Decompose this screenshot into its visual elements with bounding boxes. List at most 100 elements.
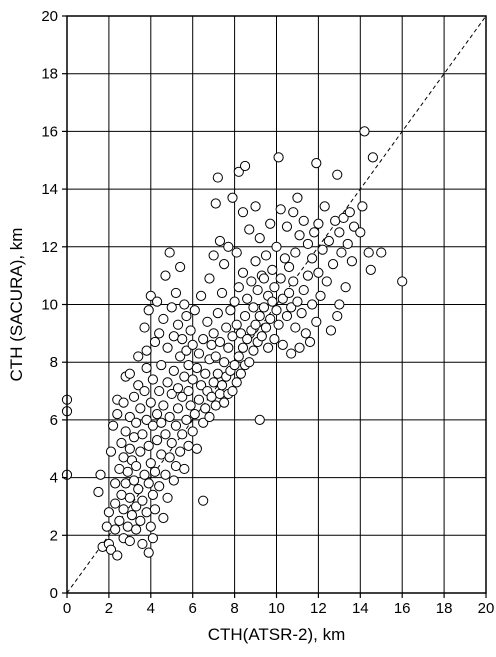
y-tick-label: 10: [41, 297, 58, 314]
data-point: [141, 414, 152, 425]
data-point: [181, 414, 192, 425]
data-point: [143, 547, 154, 558]
y-tick-labels: 0 2 4 6 8 10 12 14 16 18 20: [41, 8, 58, 602]
data-point: [164, 411, 175, 423]
data-point: [208, 328, 219, 339]
data-point: [154, 481, 165, 492]
data-point: [216, 287, 228, 299]
y-axis-label: CTH (SACURA), km: [7, 228, 26, 382]
data-point: [139, 322, 150, 333]
data-point: [233, 351, 244, 362]
data-point: [348, 221, 360, 232]
data-point: [283, 261, 295, 273]
data-point: [206, 391, 217, 402]
data-point: [239, 160, 251, 172]
data-point: [95, 469, 106, 480]
data-point: [114, 463, 125, 475]
data-point: [212, 172, 223, 183]
data-point: [124, 492, 135, 503]
data-point: [216, 380, 228, 391]
data-point: [332, 169, 343, 180]
data-point: [344, 207, 355, 218]
y-tick-label: 12: [41, 239, 58, 256]
data-point: [118, 452, 129, 463]
data-point: [168, 331, 179, 342]
data-point: [311, 316, 322, 327]
data-point: [162, 342, 173, 353]
data-point: [156, 359, 167, 371]
data-point: [275, 273, 286, 284]
data-point: [107, 420, 119, 431]
data-point: [139, 469, 150, 480]
data-point: [128, 391, 140, 402]
data-point: [105, 544, 117, 555]
data-point: [277, 293, 288, 304]
data-point: [175, 261, 186, 273]
data-point: [172, 403, 184, 414]
data-point: [254, 233, 265, 244]
data-point: [198, 334, 209, 345]
data-point: [141, 507, 152, 518]
data-point: [277, 339, 288, 350]
data-point: [250, 201, 261, 212]
data-point: [189, 409, 200, 420]
data-point: [336, 247, 347, 258]
data-point: [248, 302, 259, 313]
x-tick-label: 16: [394, 600, 411, 617]
data-point: [160, 469, 171, 480]
data-point: [363, 247, 374, 258]
data-point: [154, 385, 165, 397]
data-point: [101, 521, 112, 532]
data-point: [252, 284, 263, 296]
data-point: [321, 276, 332, 287]
data-point: [275, 204, 286, 215]
data-point: [208, 377, 219, 388]
data-point: [271, 305, 282, 316]
x-tick-label: 0: [63, 600, 71, 617]
data-point: [170, 460, 182, 472]
x-tick-label: 6: [189, 600, 197, 617]
data-point: [151, 434, 163, 446]
data-point: [116, 437, 127, 449]
data-point: [189, 305, 200, 316]
data-point: [166, 302, 177, 313]
data-point: [191, 443, 202, 454]
data-point: [313, 267, 324, 278]
data-point: [195, 380, 207, 391]
data-point: [151, 409, 163, 420]
data-point: [346, 256, 358, 267]
data-point: [212, 308, 223, 319]
data-point: [210, 400, 221, 411]
data-point: [175, 446, 186, 457]
data-point: [200, 368, 211, 379]
data-point: [225, 305, 236, 316]
data-point: [177, 391, 188, 402]
data-point: [219, 397, 230, 408]
data-point: [313, 218, 324, 229]
y-tick-label: 16: [41, 123, 58, 140]
x-tick-label: 18: [436, 600, 453, 617]
data-point: [300, 328, 311, 339]
x-tick-label: 2: [105, 600, 113, 617]
data-point: [177, 429, 188, 440]
data-point: [168, 365, 179, 376]
data-point: [365, 264, 376, 275]
data-point: [250, 256, 261, 267]
data-point: [118, 504, 129, 515]
data-point: [212, 368, 223, 379]
data-point: [292, 296, 303, 307]
x-tick-label: 4: [147, 600, 155, 617]
data-point: [214, 336, 226, 348]
data-point: [110, 478, 121, 489]
data-point: [133, 484, 144, 495]
data-point: [242, 334, 253, 345]
data-point: [143, 305, 154, 316]
data-point: [124, 368, 135, 379]
data-point: [359, 126, 370, 137]
data-point: [164, 452, 175, 463]
data-point: [273, 319, 284, 330]
data-point: [227, 385, 238, 397]
data-point: [319, 201, 330, 212]
data-point: [290, 322, 301, 333]
data-point: [223, 241, 234, 252]
